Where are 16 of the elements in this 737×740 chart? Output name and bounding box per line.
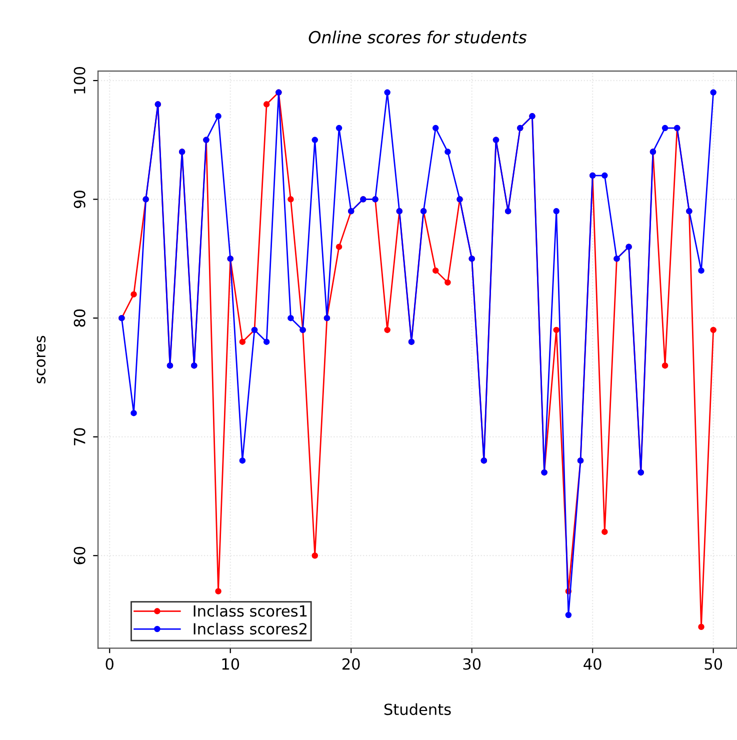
x-tick-label: 30 (463, 658, 481, 670)
x-tick-label: 20 (342, 658, 360, 670)
x-tick-label: 40 (584, 658, 602, 670)
x-tick-label: 10 (222, 658, 240, 670)
y-tick-label: 60 (74, 546, 86, 564)
chart-title: Online scores for students (308, 30, 527, 44)
y-tick-label: 90 (74, 190, 86, 208)
x-tick-label: 50 (704, 658, 722, 670)
x-axis-title: Students (384, 703, 451, 716)
y-axis-title: scores (36, 336, 46, 384)
legend-label: Inclass scores1 (194, 604, 307, 617)
y-tick-label: 70 (74, 428, 86, 446)
x-tick-label: 0 (106, 658, 114, 670)
y-tick-label: 80 (74, 309, 86, 327)
y-tick-label: 100 (74, 66, 86, 94)
legend-label: Inclass scores2 (194, 622, 306, 635)
